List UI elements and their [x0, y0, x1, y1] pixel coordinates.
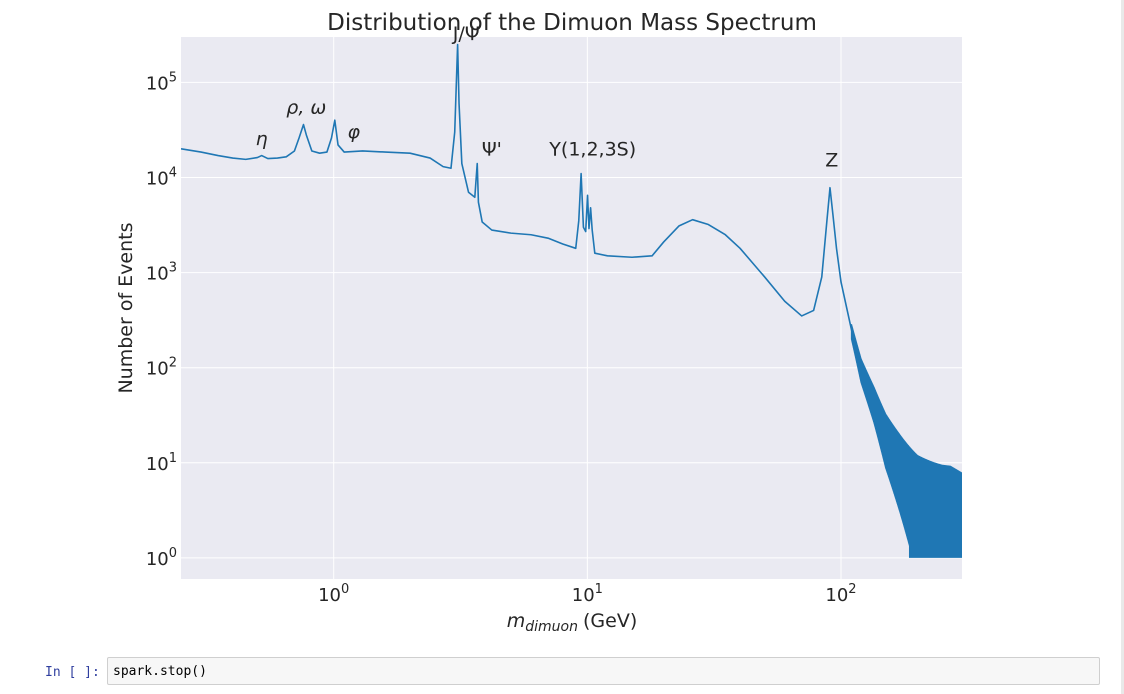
y-axis-label: Number of Events [115, 222, 137, 393]
y-tick-base: 10 [146, 168, 169, 189]
cell-prompt: In [ ]: [45, 665, 100, 680]
x-tick-label-0: 100 [318, 582, 349, 606]
x-tick-exp: 0 [341, 582, 349, 597]
code-input[interactable]: spark.stop() [107, 657, 1100, 685]
peak-annotation-4: Ψ' [482, 139, 502, 161]
dimuon-mass-chart: ηρ, ωφJ/ΨΨ' Υ(1,2,3S)Z 100 101 102 10010110… [115, 10, 962, 635]
x-tick-base: 10 [318, 585, 341, 606]
series-group [181, 43, 962, 558]
y-tick-label-3: 103 [146, 261, 177, 285]
y-tick-base: 10 [146, 264, 169, 285]
peak-annotation-3: J/Ψ [452, 23, 480, 45]
y-tick-label-1: 101 [146, 451, 177, 475]
plot-area-background [181, 37, 962, 579]
y-tick-exp: 2 [169, 356, 177, 371]
y-tick-exp: 4 [169, 165, 177, 180]
x-axis-label-var: m [507, 610, 526, 632]
y-tick-exp: 0 [169, 546, 177, 561]
y-tick-base: 10 [146, 454, 169, 475]
y-tick-label-4: 104 [146, 165, 177, 189]
annotation-group: η ρ, ω φ J/Ψ Ψ' Υ(1,2,3S) Z [256, 23, 839, 172]
series-noise-band-0 [850, 324, 962, 558]
peak-annotation-6: Z [825, 150, 838, 172]
y-tick-base: 10 [146, 359, 169, 380]
y-tick-label-0: 100 [146, 546, 177, 570]
x-tick-base: 10 [825, 585, 848, 606]
x-tick-label-1: 101 [572, 582, 603, 606]
page-scrollbar[interactable] [1121, 0, 1124, 694]
grid [181, 37, 962, 579]
x-axis-label-sub: dimuon [525, 619, 578, 635]
x-tick-labels: 100 101 102 [318, 582, 856, 606]
peak-annotation-2: φ [348, 121, 361, 143]
y-tick-base: 10 [146, 549, 169, 570]
x-axis-label-unit: (GeV) [583, 610, 637, 632]
x-tick-exp: 2 [848, 582, 856, 597]
y-tick-exp: 1 [169, 451, 177, 466]
y-tick-exp: 5 [169, 70, 177, 85]
peak-annotation-0: η [256, 128, 268, 150]
code-text: spark.stop() [113, 664, 207, 679]
series-line-0 [181, 43, 962, 542]
notebook-code-cell: In [ ]: spark.stop() [0, 652, 1124, 694]
peak-annotation-5: Υ(1,2,3S) [548, 139, 636, 161]
y-tick-label-2: 102 [146, 356, 177, 380]
peak-annotation-1: ρ, ω [286, 97, 326, 119]
y-tick-label-5: 105 [146, 70, 177, 94]
chart-title: Distribution of the Dimuon Mass Spectrum [327, 10, 817, 36]
x-tick-exp: 1 [595, 582, 603, 597]
y-tick-exp: 3 [169, 261, 177, 276]
x-tick-base: 10 [572, 585, 595, 606]
x-tick-label-2: 102 [825, 582, 856, 606]
y-tick-base: 10 [146, 73, 169, 94]
x-axis-label: mdimuon (GeV) [507, 610, 638, 635]
